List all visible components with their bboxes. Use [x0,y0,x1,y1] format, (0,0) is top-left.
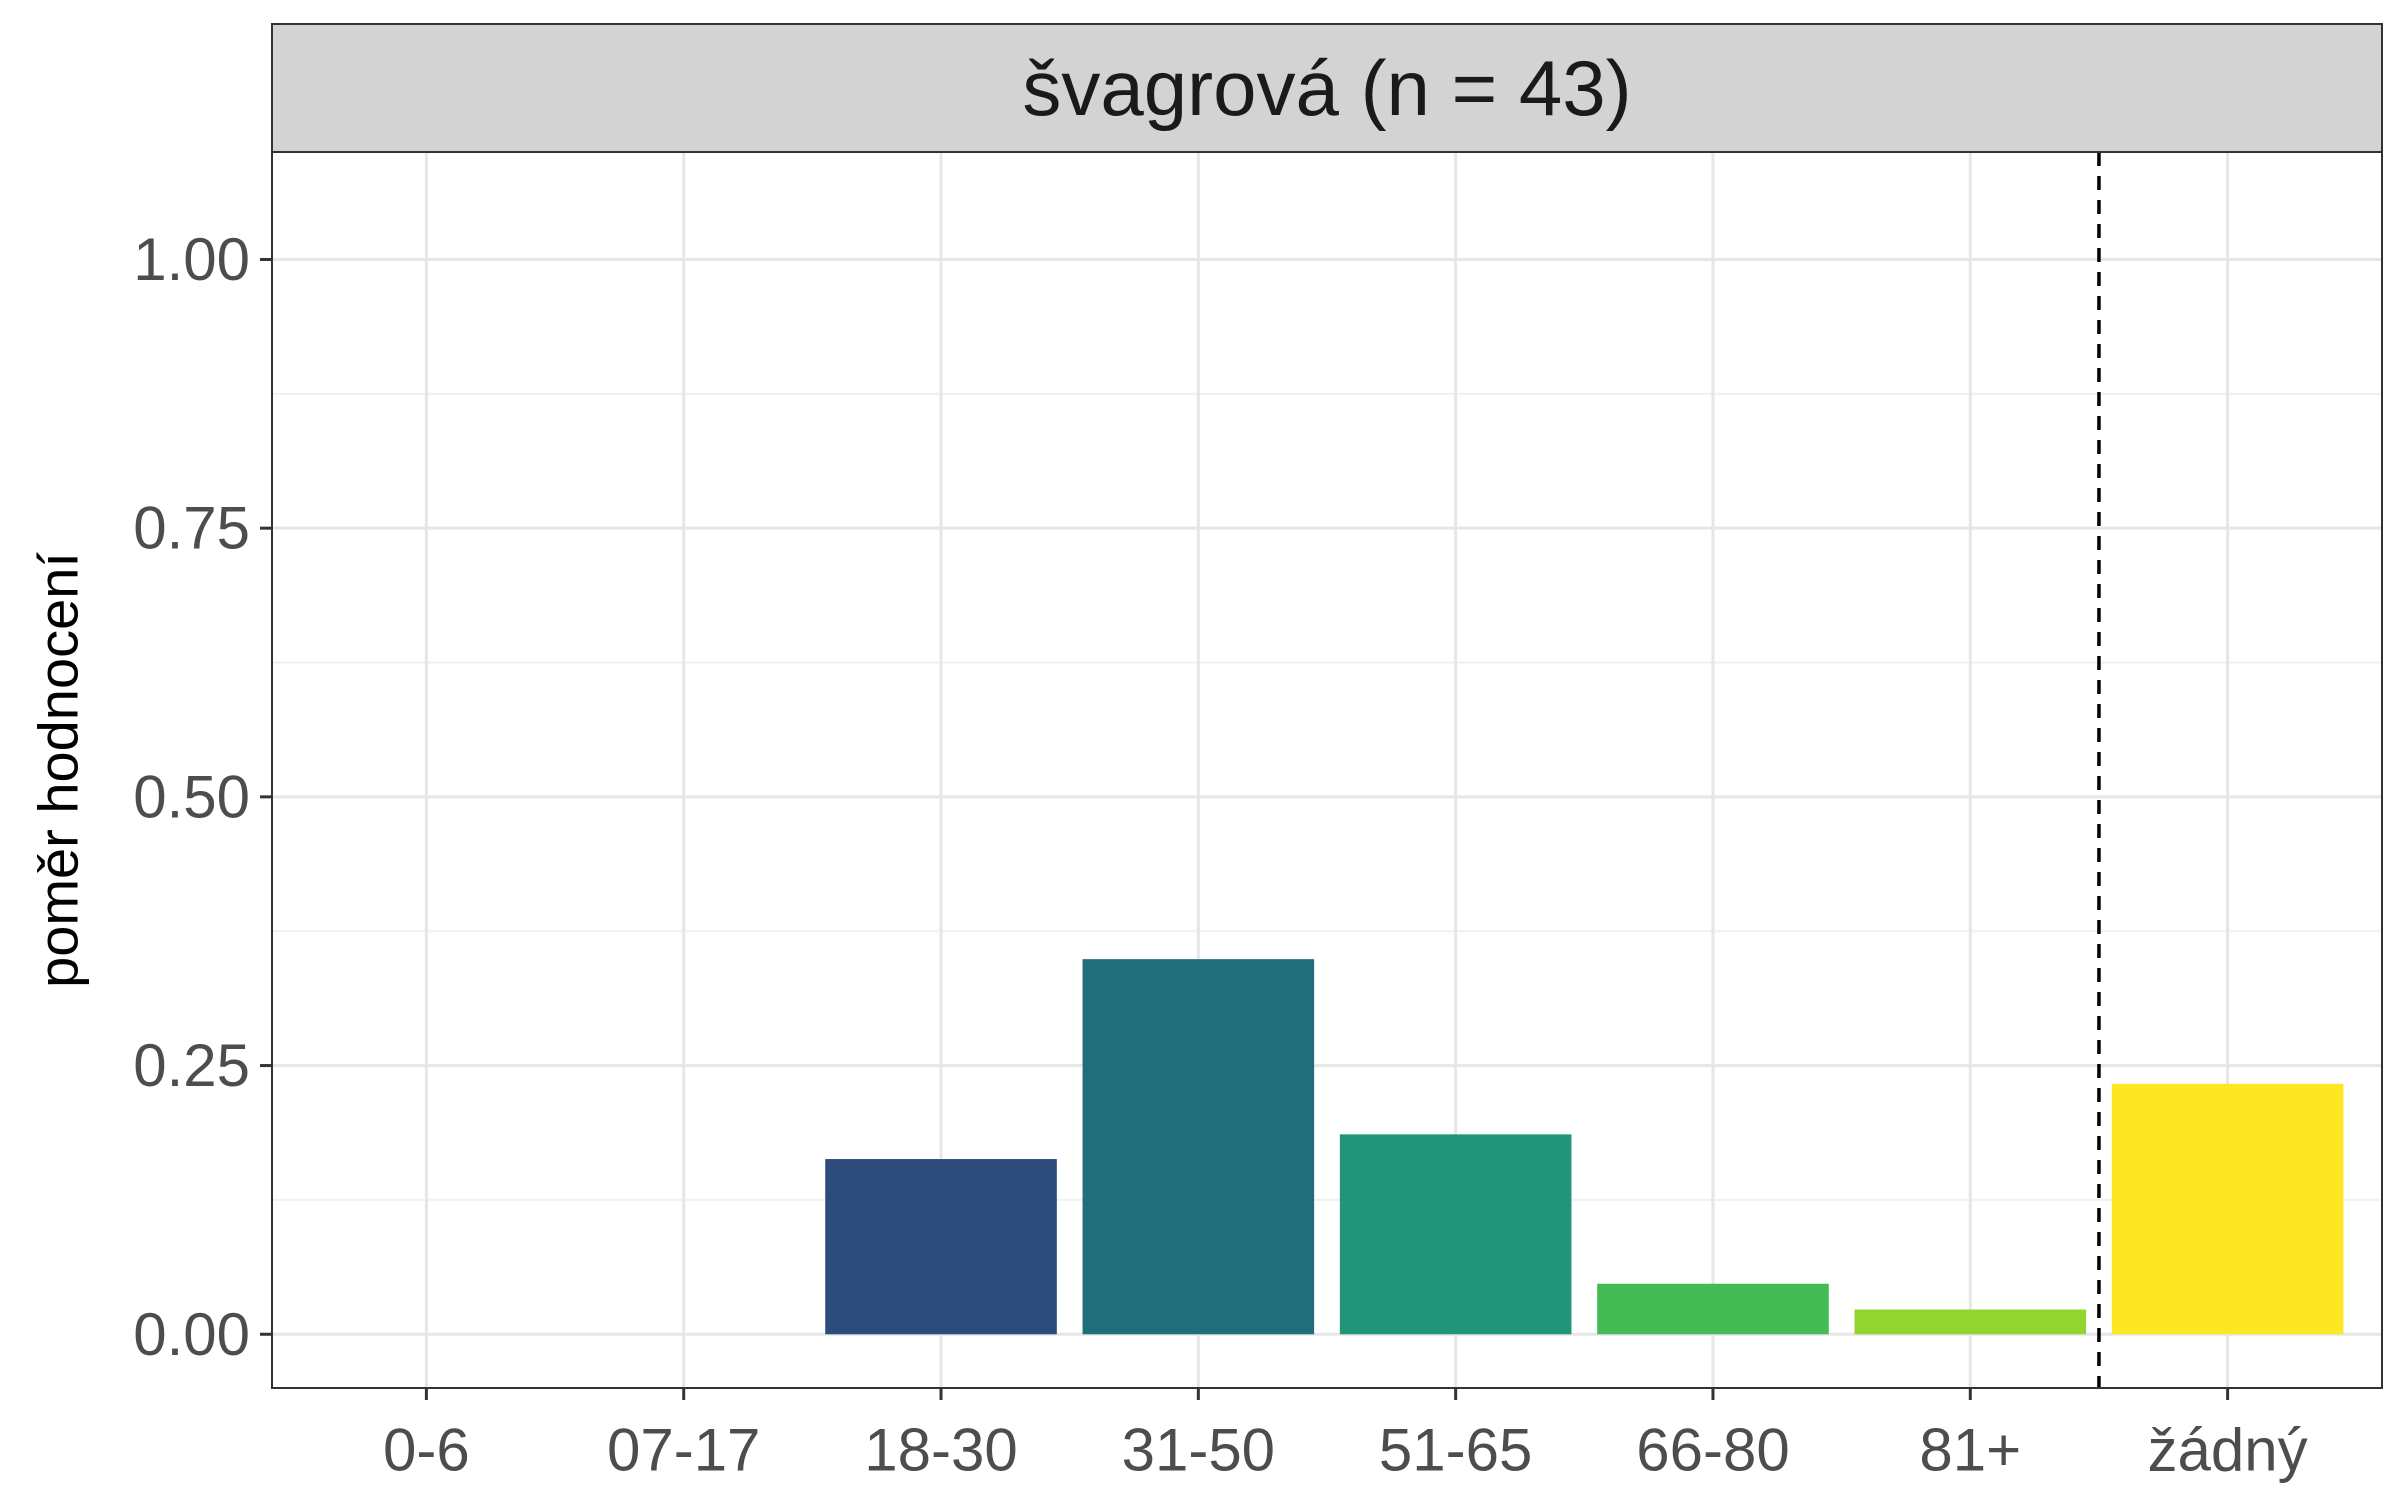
y-axis: 0.00 0.25 0.50 0.75 1.00 [133,226,272,1368]
bar-66-80 [1597,1283,1829,1335]
x-tick-label: 81+ [1919,1417,2021,1484]
grid-lines [272,152,2382,1388]
bars [825,959,2344,1335]
x-tick-label: 18-30 [864,1417,1017,1484]
y-tick-label: 0.25 [133,1032,250,1099]
x-axis: 0-6 07-17 18-30 31-50 51-65 66-80 81+ žádný [383,1388,2308,1484]
bar-31-50 [1082,959,1315,1335]
bar-18-30 [825,1159,1057,1335]
facet-strip: švagrová (n = 43) [271,23,2383,153]
x-tick-label: žádný [2148,1417,2308,1484]
facet-strip-background [271,23,2383,153]
y-tick-label: 0.50 [133,763,250,830]
y-tick-label: 1.00 [133,226,250,293]
x-tick-label: 0-6 [383,1417,470,1484]
y-tick-label: 0.00 [133,1301,250,1368]
x-tick-label: 07-17 [607,1417,760,1484]
x-tick-label: 66-80 [1636,1417,1789,1484]
x-tick-label: 51-65 [1379,1417,1532,1484]
x-tick-label: 31-50 [1122,1417,1275,1484]
y-axis-label: poměr hodnocení [27,552,90,988]
bar-žádný [2111,1083,2344,1335]
bar-81+ [1854,1309,2087,1335]
y-tick-label: 0.75 [133,495,250,562]
facet-title: švagrová (n = 43) [1022,44,1631,132]
bar-51-65 [1339,1134,1572,1335]
panel-border [271,151,2383,1389]
